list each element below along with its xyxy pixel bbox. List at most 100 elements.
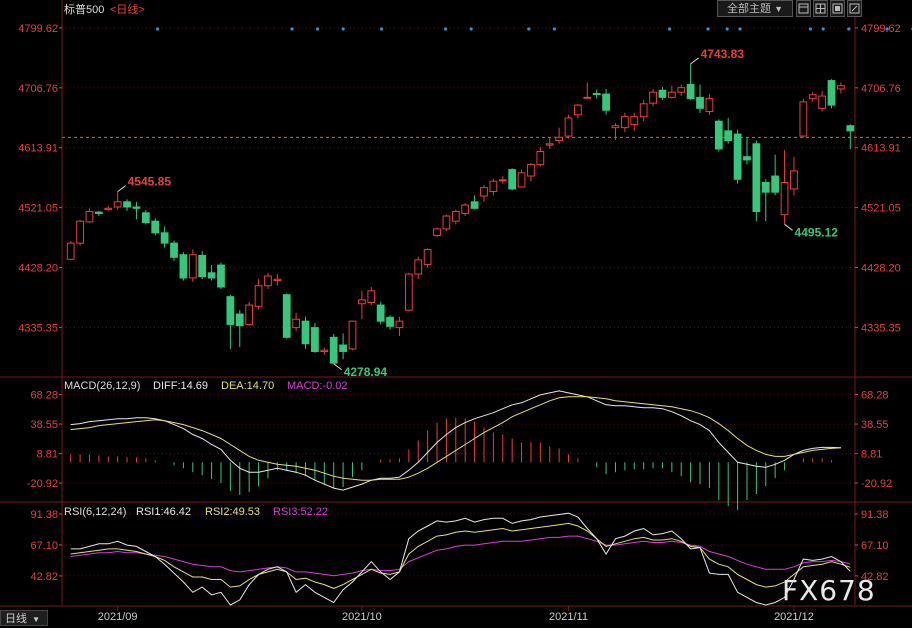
candle (282, 294, 291, 338)
candle (273, 278, 282, 282)
candle (799, 101, 808, 137)
y-tick-label: 4428.20 (861, 263, 901, 275)
rsi1-line (70, 512, 851, 606)
candle (414, 259, 423, 275)
y-tick-label: 4613.91 (861, 143, 901, 155)
candlestick-series[interactable] (66, 63, 855, 364)
event-marker-dot (738, 27, 742, 31)
macd-diff-line (70, 390, 841, 491)
event-marker-dot (552, 27, 557, 31)
candle (846, 125, 855, 132)
toolbar-pane-icon[interactable] (796, 0, 811, 17)
macd-dea-legend: DEA:14.70 (221, 380, 274, 392)
toolbar-grid-icon[interactable] (813, 0, 828, 17)
macd-diff-legend: DIFF:14.69 (153, 380, 208, 392)
candle (311, 327, 319, 352)
candle (301, 320, 310, 345)
candle (179, 254, 188, 279)
candle (780, 181, 789, 216)
chevron-down-icon: ▼ (774, 4, 783, 14)
candle (630, 116, 639, 125)
candle (555, 136, 564, 142)
candle (113, 201, 122, 208)
y-tick-label: 42.82 (30, 571, 58, 583)
candle (602, 93, 610, 111)
candle (771, 175, 780, 193)
y-tick-label: 91.38 (861, 509, 889, 521)
candle (160, 232, 169, 244)
candle (761, 181, 770, 193)
candle (141, 212, 150, 223)
event-marker-dot (885, 27, 889, 31)
y-tick-label: 42.82 (861, 571, 889, 583)
macd-panel[interactable] (70, 390, 842, 510)
rsi1-legend: RSI1:46.42 (136, 506, 191, 518)
y-tick-label: 4706.76 (861, 83, 901, 95)
candle (376, 304, 385, 322)
candle (254, 285, 263, 307)
candle (104, 207, 113, 211)
period-button[interactable]: 日线 ▼ (0, 610, 48, 626)
candle (320, 349, 329, 352)
annotation-leader (117, 185, 126, 193)
candle (442, 215, 451, 230)
macd-title: MACD(26,12,9) (64, 380, 140, 392)
candle (292, 318, 301, 329)
rsi2-legend: RSI2:49.53 (205, 506, 260, 518)
y-axis-left: 4799.62 4706.76 4613.91 4521.05 4428.20 4335.… (18, 23, 62, 583)
event-marker-dot (380, 27, 384, 31)
y-axis-right: 4799.62 4706.76 4613.91 4521.05 4428.20 4335.… (855, 23, 901, 583)
candle (235, 313, 244, 327)
candle (790, 170, 798, 190)
candle (583, 96, 592, 99)
x-tick-label: 2021/11 (549, 611, 588, 623)
y-tick-label: 67.10 (30, 540, 58, 552)
rsi-title: RSI(6,12,24) (64, 506, 126, 518)
candle (395, 320, 404, 329)
indicator-selector-label: 全部主题 (727, 3, 771, 15)
x-axis: 2021/09 2021/10 2021/11 2021/12 (98, 606, 814, 623)
price-annotation: 4545.85 (128, 175, 172, 189)
candle (536, 151, 545, 165)
y-tick-label: 38.55 (30, 419, 58, 431)
candle (66, 242, 75, 260)
y-tick-label: 4613.91 (18, 143, 58, 155)
candle (329, 336, 338, 364)
period-link[interactable]: <日线> (110, 2, 145, 16)
annotation-leader (690, 57, 699, 65)
candle (639, 103, 648, 118)
indicator-selector-dropdown[interactable]: 全部主题 ▼ (717, 0, 793, 17)
macd-dea-line (70, 396, 841, 481)
x-tick-label: 2021/10 (342, 611, 382, 623)
candle (348, 320, 357, 350)
toolbar-expand-icon[interactable] (847, 0, 862, 17)
annotation-leader (333, 363, 342, 371)
candle (714, 120, 723, 150)
candle (357, 299, 366, 305)
candle (611, 125, 620, 129)
y-tick-label: 4799.62 (861, 23, 901, 35)
rsi-panel[interactable] (70, 512, 851, 606)
candle (207, 272, 216, 279)
candle (574, 104, 582, 116)
candle (461, 204, 470, 214)
candle (620, 116, 629, 129)
candle (696, 96, 704, 109)
event-marker-dot (808, 27, 813, 31)
candle (508, 169, 517, 190)
event-marker-dot (290, 27, 294, 31)
candle (752, 143, 761, 213)
candle (592, 92, 601, 95)
candle (367, 290, 376, 303)
price-annotation: 4495.12 (795, 225, 839, 239)
candle (517, 172, 526, 188)
y-tick-label: 68.28 (30, 390, 58, 402)
candle (837, 85, 845, 90)
y-tick-label: -20.92 (861, 478, 892, 490)
macd-value-legend: MACD:-0.02 (287, 380, 348, 392)
price-annotations: 4545.85 4278.94 4743.83 4495.12 (117, 47, 839, 379)
y-tick-label: 68.28 (861, 390, 889, 402)
toolbar-layout-icon[interactable] (830, 0, 845, 17)
candle (198, 254, 207, 278)
